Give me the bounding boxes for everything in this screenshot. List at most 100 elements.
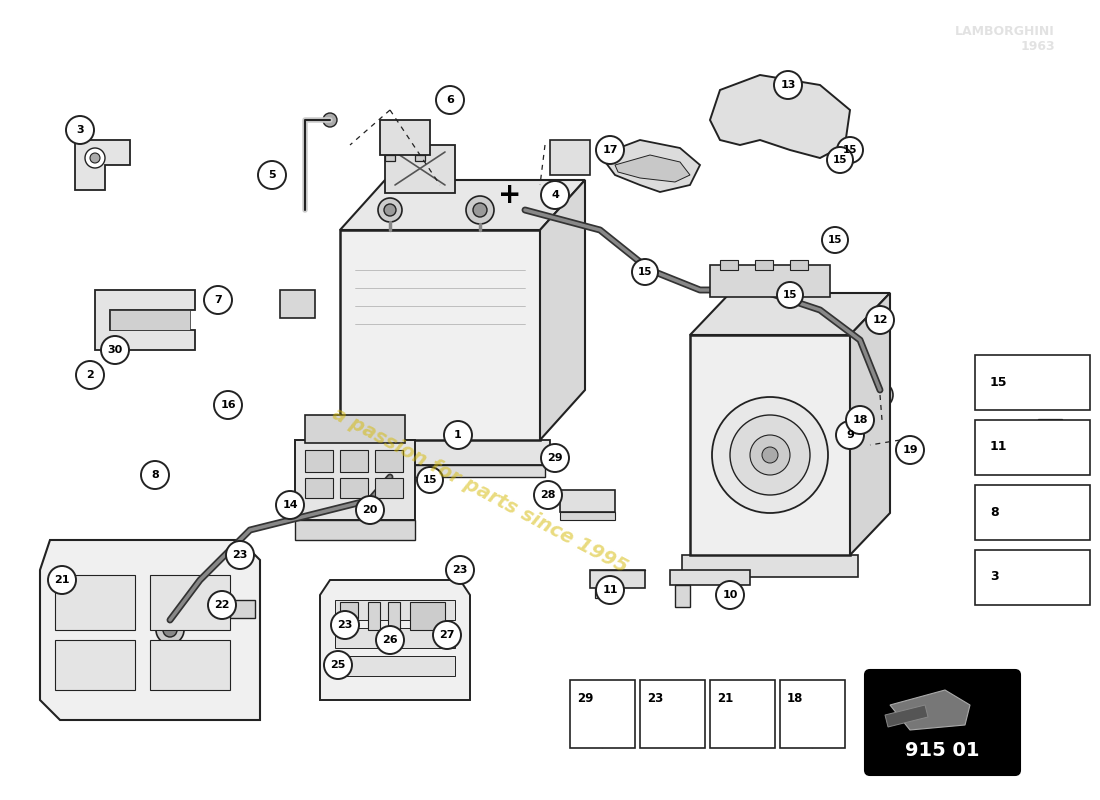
Circle shape	[774, 71, 802, 99]
Bar	[340, 478, 368, 498]
Circle shape	[76, 361, 104, 389]
Circle shape	[473, 203, 487, 217]
Text: a passion for parts since 1995: a passion for parts since 1995	[329, 404, 631, 576]
Bar	[595, 588, 615, 598]
Circle shape	[417, 467, 443, 493]
Polygon shape	[710, 75, 850, 158]
Bar	[710, 265, 830, 297]
Text: 1: 1	[454, 430, 462, 440]
Circle shape	[384, 204, 396, 216]
Text: 15: 15	[783, 290, 798, 300]
Bar	[975, 420, 1090, 475]
Circle shape	[141, 461, 169, 489]
Circle shape	[837, 137, 864, 163]
Circle shape	[285, 308, 293, 316]
Circle shape	[534, 481, 562, 509]
Text: 26: 26	[382, 635, 398, 645]
Text: 29: 29	[547, 453, 563, 463]
Text: 915 01: 915 01	[904, 741, 979, 759]
Bar	[790, 260, 808, 270]
Bar	[560, 490, 615, 512]
Text: 13: 13	[780, 80, 795, 90]
Polygon shape	[690, 293, 890, 335]
Polygon shape	[40, 540, 260, 720]
Circle shape	[836, 421, 864, 449]
Circle shape	[588, 707, 615, 733]
Bar	[336, 628, 455, 648]
FancyBboxPatch shape	[865, 670, 1020, 775]
Bar	[675, 585, 690, 607]
Circle shape	[85, 148, 104, 168]
Polygon shape	[340, 180, 585, 230]
Circle shape	[750, 435, 790, 475]
Circle shape	[66, 116, 94, 144]
Circle shape	[874, 389, 886, 401]
Text: 30: 30	[108, 345, 122, 355]
Bar	[305, 450, 333, 472]
Circle shape	[204, 286, 232, 314]
Bar	[590, 570, 645, 588]
Bar	[336, 600, 455, 620]
Text: 25: 25	[330, 660, 345, 670]
Bar	[975, 485, 1090, 540]
Bar	[305, 478, 333, 498]
Bar	[388, 602, 400, 630]
Polygon shape	[75, 140, 130, 190]
Circle shape	[348, 421, 362, 435]
Circle shape	[733, 719, 751, 737]
Text: 23: 23	[232, 550, 248, 560]
Bar	[379, 120, 430, 155]
Circle shape	[433, 621, 461, 649]
Circle shape	[632, 259, 658, 285]
Bar	[295, 520, 415, 540]
Bar	[385, 155, 395, 161]
Bar	[375, 450, 403, 472]
Circle shape	[226, 541, 254, 569]
Circle shape	[866, 306, 894, 334]
Circle shape	[541, 444, 569, 472]
Text: 23: 23	[338, 620, 353, 630]
Circle shape	[896, 436, 924, 464]
Text: 23: 23	[647, 692, 663, 705]
Circle shape	[444, 421, 472, 449]
Text: 15: 15	[833, 155, 847, 165]
Bar	[690, 335, 850, 555]
Bar	[720, 260, 738, 270]
Circle shape	[331, 611, 359, 639]
Circle shape	[846, 406, 874, 434]
Circle shape	[822, 227, 848, 253]
Circle shape	[595, 713, 609, 727]
Bar	[410, 602, 446, 630]
Polygon shape	[890, 690, 970, 730]
Circle shape	[730, 415, 810, 495]
Polygon shape	[850, 293, 890, 555]
Polygon shape	[886, 705, 928, 727]
Circle shape	[376, 626, 404, 654]
Bar	[375, 478, 403, 498]
Text: 17: 17	[603, 145, 618, 155]
Circle shape	[301, 308, 309, 316]
Circle shape	[318, 421, 332, 435]
Circle shape	[737, 723, 747, 733]
Bar	[55, 575, 135, 630]
Circle shape	[446, 556, 474, 584]
Circle shape	[777, 282, 803, 308]
Text: 27: 27	[439, 630, 454, 640]
Text: 8: 8	[990, 506, 999, 518]
Circle shape	[300, 295, 310, 305]
Circle shape	[1030, 362, 1070, 402]
Text: 16: 16	[220, 400, 235, 410]
Bar	[975, 355, 1090, 410]
Text: 14: 14	[283, 500, 298, 510]
Text: 21: 21	[717, 692, 734, 705]
Bar	[295, 440, 415, 520]
Circle shape	[716, 581, 744, 609]
Text: +: +	[498, 181, 521, 209]
Text: 20: 20	[362, 505, 377, 515]
Circle shape	[378, 198, 402, 222]
Text: 12: 12	[872, 315, 888, 325]
Bar	[560, 512, 615, 520]
Bar	[340, 450, 368, 472]
Polygon shape	[320, 580, 470, 700]
Circle shape	[712, 397, 828, 513]
